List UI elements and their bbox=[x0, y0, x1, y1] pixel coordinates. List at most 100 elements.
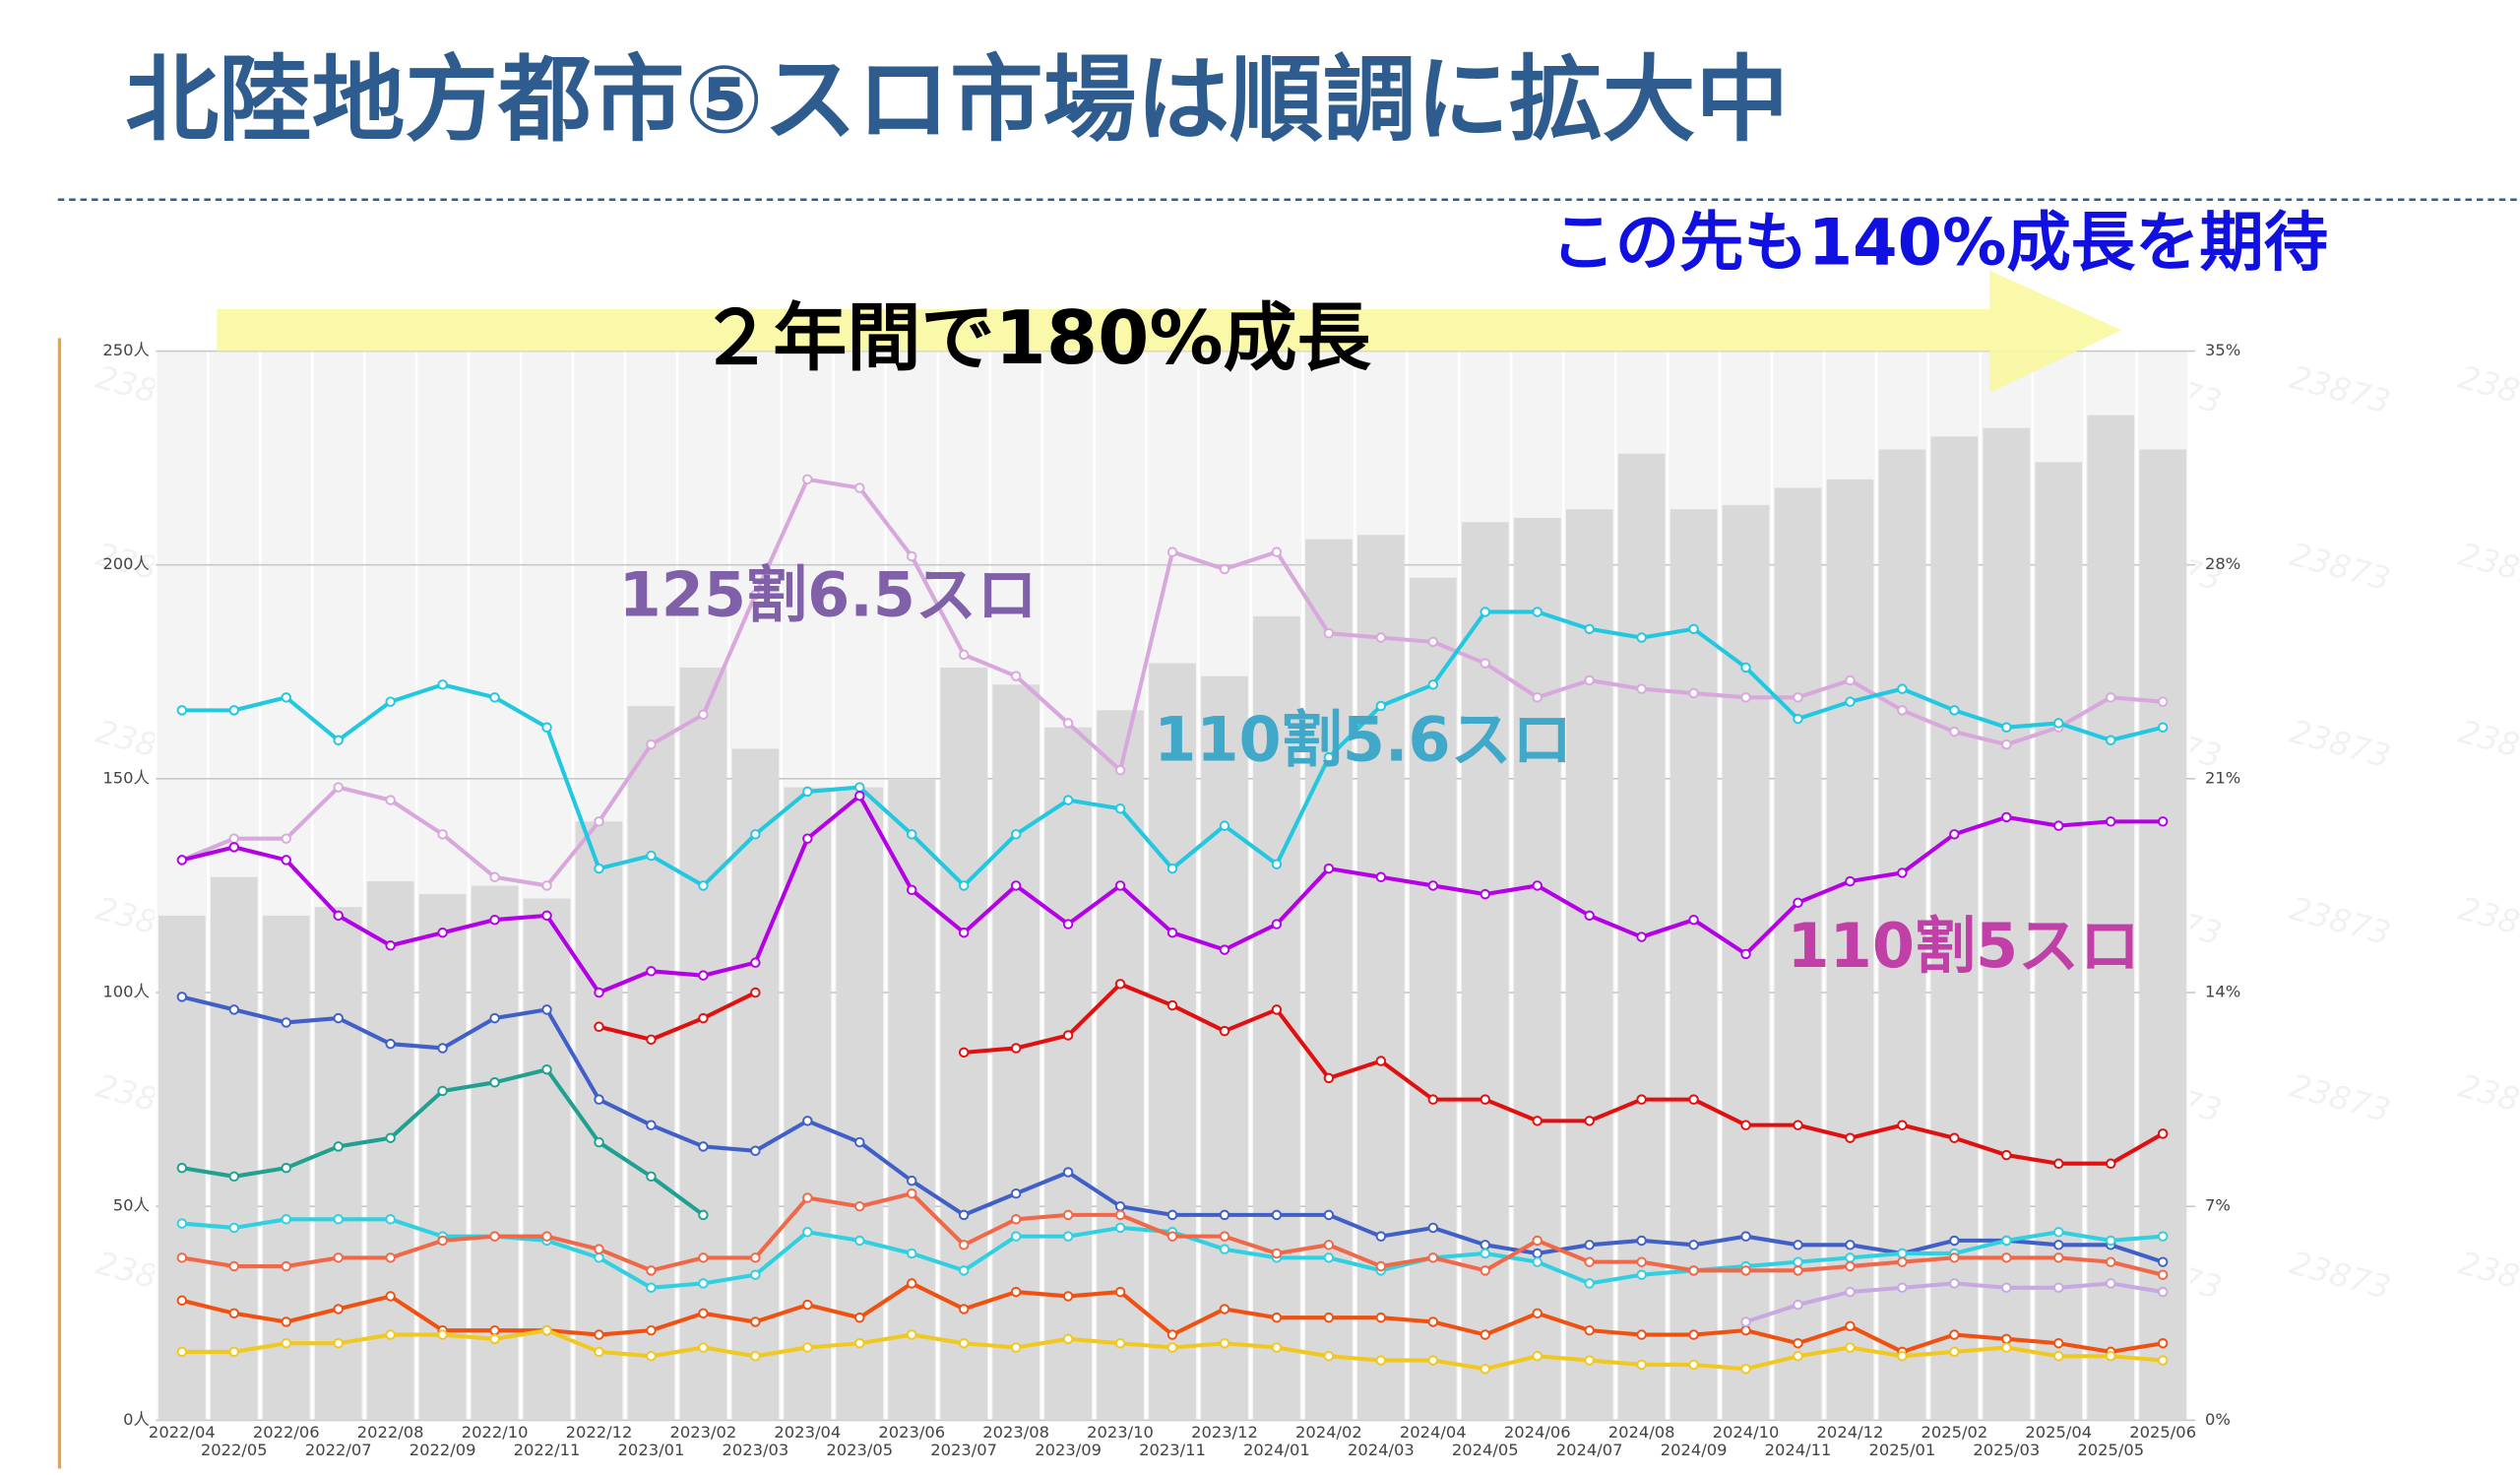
series-point bbox=[1845, 696, 1856, 707]
series-point bbox=[1219, 1231, 1230, 1242]
series-point bbox=[1010, 1286, 1022, 1298]
series-point bbox=[1271, 1004, 1283, 1015]
series-point bbox=[1114, 1337, 1126, 1349]
watermark: 23873 bbox=[2286, 1067, 2394, 1130]
series-point bbox=[1584, 623, 1595, 635]
series-point bbox=[541, 1324, 552, 1336]
series-point bbox=[1062, 1333, 1074, 1345]
bar bbox=[1670, 509, 1718, 1421]
series-point bbox=[1845, 1342, 1856, 1353]
series-point bbox=[907, 884, 917, 896]
series-point bbox=[594, 1329, 604, 1340]
series-point bbox=[907, 1329, 917, 1340]
watermark: 23873 bbox=[2455, 1244, 2520, 1307]
series-point bbox=[1323, 627, 1335, 639]
series-point bbox=[1375, 1355, 1387, 1366]
series-point bbox=[1897, 1256, 1908, 1267]
series-point bbox=[646, 738, 657, 750]
x-tick-label: 2022/12 bbox=[566, 1423, 633, 1442]
series-point bbox=[281, 855, 291, 866]
series-point bbox=[489, 1012, 500, 1024]
series-point bbox=[698, 1278, 709, 1289]
series-point bbox=[1375, 1056, 1387, 1066]
series-point bbox=[1114, 1209, 1126, 1221]
series-point bbox=[1949, 829, 1960, 840]
series-point bbox=[1480, 1329, 1490, 1340]
series-point bbox=[594, 987, 604, 998]
series-point bbox=[1584, 1278, 1595, 1289]
x-tick-label: 2024/10 bbox=[1713, 1423, 1780, 1442]
series-point bbox=[1688, 1094, 1699, 1105]
series-point bbox=[1740, 662, 1751, 673]
series-point bbox=[281, 692, 291, 703]
series-annotation: 125割6.5スロ bbox=[619, 558, 1038, 630]
watermark: 23873 bbox=[2455, 713, 2520, 776]
series-point bbox=[1532, 880, 1543, 891]
x-tick-label: 2022/11 bbox=[514, 1441, 581, 1459]
series-point bbox=[2106, 1351, 2116, 1362]
series-point bbox=[2157, 1269, 2169, 1280]
series-point bbox=[2053, 718, 2064, 729]
series-point bbox=[1219, 1337, 1230, 1349]
series-point bbox=[802, 474, 813, 485]
series-point bbox=[854, 791, 865, 802]
series-point bbox=[1010, 829, 1022, 840]
series-point bbox=[2001, 1282, 2012, 1293]
series-point bbox=[1375, 1260, 1387, 1272]
x-tick-label: 2023/06 bbox=[878, 1423, 945, 1442]
bar bbox=[784, 787, 832, 1421]
series-point bbox=[2157, 696, 2169, 707]
series-point bbox=[437, 829, 448, 840]
series-point bbox=[2157, 816, 2169, 827]
series-point bbox=[1323, 751, 1335, 763]
series-point bbox=[489, 914, 500, 926]
series-point bbox=[1062, 919, 1074, 930]
y-tick-label: 50人 bbox=[113, 1196, 150, 1215]
x-tick-label: 2024/07 bbox=[1556, 1441, 1623, 1459]
series-point bbox=[1636, 1235, 1647, 1247]
series-point bbox=[228, 842, 240, 853]
series-point bbox=[1114, 1222, 1126, 1234]
series-point bbox=[541, 1231, 552, 1242]
series-point bbox=[750, 987, 761, 998]
series-point bbox=[646, 1265, 657, 1276]
series-point bbox=[333, 910, 344, 922]
series-point bbox=[854, 782, 865, 793]
series-point bbox=[1584, 1355, 1595, 1366]
series-point bbox=[1480, 888, 1490, 900]
series-point bbox=[1793, 692, 1803, 703]
series-point bbox=[1427, 880, 1439, 891]
series-point bbox=[1845, 1132, 1856, 1143]
series-point bbox=[750, 589, 761, 601]
series-point bbox=[1740, 948, 1751, 960]
x-tick-label: 2024/02 bbox=[1295, 1423, 1362, 1442]
x-tick-label: 2022/07 bbox=[305, 1441, 372, 1459]
series-point bbox=[1584, 1116, 1595, 1126]
series-point bbox=[1897, 1248, 1908, 1259]
x-tick-label: 2022/10 bbox=[462, 1423, 529, 1442]
series-point bbox=[1740, 1231, 1751, 1242]
series-point bbox=[1427, 1252, 1439, 1263]
series-point bbox=[1271, 1312, 1283, 1323]
series-point bbox=[437, 928, 448, 938]
series-point bbox=[1532, 1351, 1543, 1362]
bar bbox=[1305, 539, 1353, 1421]
series-point bbox=[1532, 1308, 1543, 1319]
watermark: 23873 bbox=[2455, 358, 2520, 421]
series-point bbox=[281, 833, 291, 844]
series-point bbox=[1636, 1094, 1647, 1105]
x-tick-label: 2022/04 bbox=[149, 1423, 216, 1442]
series-point bbox=[541, 722, 552, 733]
bar bbox=[940, 667, 988, 1421]
y-tick-label: 150人 bbox=[102, 768, 149, 787]
bar bbox=[1201, 675, 1248, 1421]
series-point bbox=[1271, 1342, 1283, 1353]
series-point bbox=[1897, 705, 1908, 716]
series-point bbox=[750, 957, 761, 968]
bar bbox=[627, 706, 675, 1421]
series-point bbox=[1062, 718, 1074, 729]
series-point bbox=[1480, 1240, 1490, 1251]
series-point bbox=[698, 1209, 709, 1221]
series-point bbox=[802, 1342, 813, 1353]
